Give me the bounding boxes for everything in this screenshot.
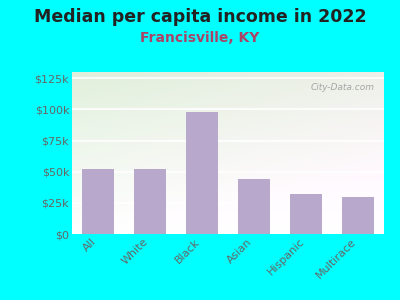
Bar	[238, 179, 270, 234]
Text: Francisville, KY: Francisville, KY	[140, 32, 260, 46]
Bar	[82, 169, 114, 234]
Bar	[290, 194, 322, 234]
Bar	[342, 196, 374, 234]
Bar	[186, 112, 218, 234]
Text: City-Data.com: City-Data.com	[311, 83, 375, 92]
Text: Median per capita income in 2022: Median per capita income in 2022	[34, 8, 366, 26]
Bar	[134, 169, 166, 234]
